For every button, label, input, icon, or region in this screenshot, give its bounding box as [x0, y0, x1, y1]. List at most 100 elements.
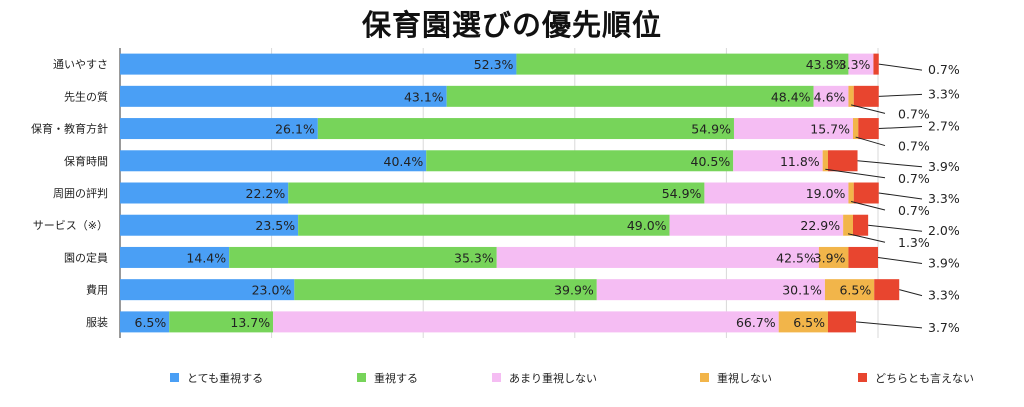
leader-line: [878, 63, 923, 71]
callout-label: 3.3%: [928, 191, 960, 206]
legend-label: あまり重視しない: [509, 371, 597, 385]
callout-label: 1.3%: [898, 235, 930, 250]
data-label: 15.7%: [810, 122, 850, 137]
bar-segment: [120, 246, 230, 268]
callout-label: 0.7%: [898, 171, 930, 186]
data-label: 4.6%: [814, 89, 846, 104]
bar-segment: [822, 150, 828, 172]
legend-label: どちらとも言えない: [875, 372, 974, 385]
bar-segment: [848, 182, 854, 204]
leader-line: [850, 201, 886, 211]
data-label: 40.4%: [384, 154, 424, 169]
bar-segment: [848, 53, 874, 75]
bar-segment: [852, 214, 869, 236]
callout-label: 3.3%: [928, 288, 960, 303]
bar-segment: [669, 214, 844, 236]
data-label: 30.1%: [782, 283, 822, 298]
chart-title: 保育園選びの優先順位: [361, 8, 662, 42]
bar-segment: [843, 214, 853, 236]
leader-line: [878, 93, 923, 97]
bar-segment: [733, 118, 853, 140]
legend-swatch: [170, 373, 179, 382]
callout-label: 3.7%: [928, 320, 960, 335]
data-label: 43.8%: [806, 57, 846, 72]
bar-segment: [827, 311, 857, 333]
legend-swatch: [700, 373, 709, 382]
data-label: 35.3%: [454, 250, 494, 265]
data-label: 23.5%: [255, 218, 295, 233]
callout-label: 2.7%: [928, 119, 960, 134]
callout-label: 0.7%: [898, 139, 930, 154]
bar-segment: [229, 246, 497, 268]
category-label: 服装: [86, 316, 108, 329]
data-label: 6.5%: [793, 315, 825, 330]
leader-line: [857, 160, 923, 168]
data-label: 54.9%: [691, 122, 731, 137]
bar-segment: [120, 118, 318, 140]
bar-segment: [778, 311, 828, 333]
bar-segment: [298, 214, 670, 236]
callout-label: 3.3%: [928, 86, 960, 101]
data-label: 22.2%: [246, 186, 286, 201]
data-label: 52.3%: [474, 57, 514, 72]
data-label: 6.5%: [135, 315, 167, 330]
callout-label: 2.0%: [928, 223, 960, 238]
data-label: 11.8%: [780, 154, 820, 169]
leader-line: [878, 192, 923, 200]
data-label: 49.0%: [627, 218, 667, 233]
bar-segment: [120, 182, 289, 204]
data-label: 39.9%: [554, 283, 594, 298]
bar-segment: [516, 53, 849, 75]
leader-line: [868, 224, 923, 232]
bar-segment: [120, 311, 170, 333]
data-label: 3.3%: [839, 57, 871, 72]
data-label: 14.4%: [186, 250, 226, 265]
bar-segment: [704, 182, 849, 204]
data-label: 54.9%: [662, 186, 702, 201]
bar-segment: [853, 85, 879, 107]
bar-segment: [317, 118, 734, 140]
bar-segment: [852, 118, 859, 140]
leader-line: [855, 136, 886, 147]
bar-segment: [824, 279, 875, 301]
callout-label: 0.7%: [928, 62, 960, 77]
category-label: 周囲の評判: [53, 186, 108, 200]
category-label: 費用: [86, 283, 108, 297]
data-label: 3.9%: [814, 250, 846, 265]
bar-segment: [858, 118, 879, 140]
bar-segment: [288, 182, 705, 204]
category-label: サービス（※）: [33, 219, 108, 232]
bar-segment: [120, 53, 517, 75]
bar-segment: [818, 246, 849, 268]
callout-label: 0.7%: [898, 106, 930, 121]
bar-segment: [733, 150, 823, 172]
legend-label: とても重視する: [187, 371, 263, 385]
bar-segment: [446, 85, 814, 107]
data-label: 23.0%: [252, 283, 292, 298]
category-label: 先生の質: [64, 89, 108, 103]
data-label: 66.7%: [736, 315, 776, 330]
bar-segment: [294, 279, 597, 301]
legend-label: 重視する: [374, 371, 418, 385]
bar-segment: [596, 279, 825, 301]
category-label: 保育時間: [64, 154, 108, 168]
legend-swatch: [357, 373, 366, 382]
leader-line: [855, 321, 923, 329]
bar-segment: [120, 214, 299, 236]
bar-segment: [873, 53, 879, 75]
leader-line: [825, 168, 886, 179]
leader-line: [877, 256, 923, 264]
legend-swatch: [492, 373, 501, 382]
bar-segment: [120, 279, 295, 301]
bar-segment: [827, 150, 858, 172]
bar-segment: [813, 85, 849, 107]
leader-line: [847, 233, 886, 243]
bar-segment: [496, 246, 819, 268]
data-label: 40.5%: [691, 154, 731, 169]
data-label: 26.1%: [275, 122, 315, 137]
data-label: 6.5%: [839, 283, 871, 298]
leader-line: [850, 104, 886, 114]
data-label: 43.1%: [404, 89, 444, 104]
